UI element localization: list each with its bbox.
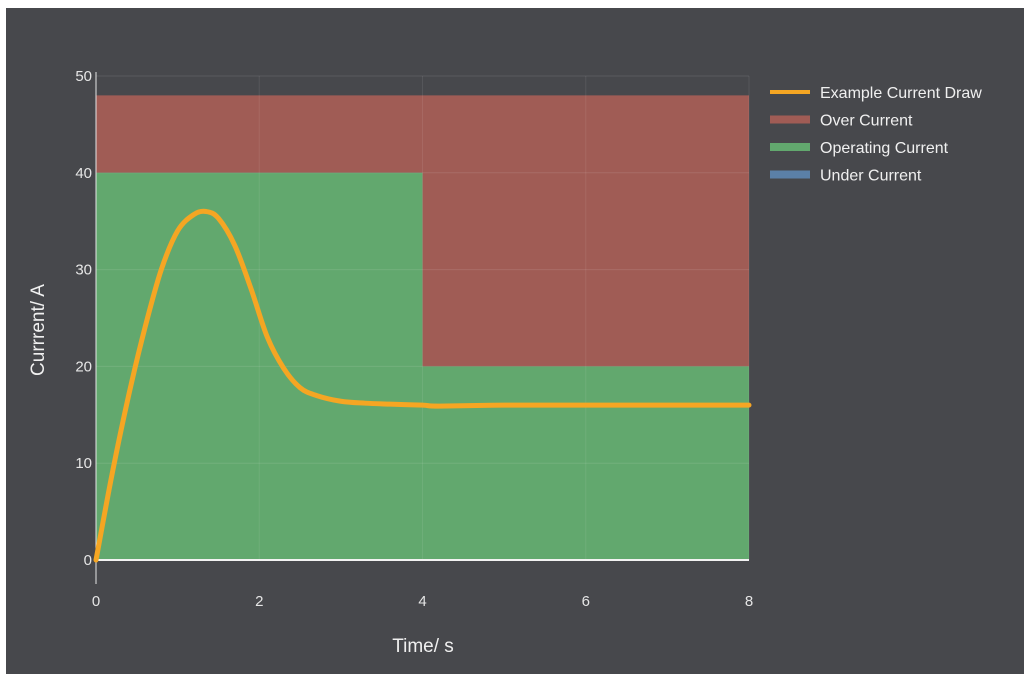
- x-tick-label: 2: [255, 593, 263, 610]
- x-tick-label: 6: [582, 593, 590, 610]
- y-tick-label: 20: [75, 358, 92, 375]
- legend-label-example-current-draw: Example Current Draw: [820, 85, 982, 102]
- lines-layer: [93, 208, 752, 563]
- legend-label-under-current: Under Current: [820, 168, 922, 185]
- tick-labels-layer: 0 2 4 6 8 0 10 20 30 40 50: [75, 68, 753, 610]
- x-tick-label: 4: [418, 593, 426, 610]
- y-tick-label: 30: [75, 262, 92, 279]
- y-tick-label: 10: [75, 455, 92, 472]
- y-tick-label: 40: [75, 165, 92, 182]
- x-axis-title: Time/ s: [392, 636, 454, 657]
- bands-layer: [96, 95, 749, 561]
- legend-swatch-operating-current: [770, 143, 810, 151]
- legend-swatch-over-current: [770, 115, 810, 124]
- example-current-draw-line: [93, 208, 752, 563]
- legend: Example Current Draw Over Current Operatin…: [770, 85, 982, 185]
- legend-label-operating-current: Operating Current: [820, 140, 949, 157]
- y-axis-title: Currrent/ A: [28, 284, 49, 376]
- x-tick-label: 8: [745, 593, 753, 610]
- legend-label-over-current: Over Current: [820, 113, 913, 130]
- legend-swatch-under-current: [770, 170, 810, 179]
- axes-layer: [95, 72, 749, 584]
- grid-layer: [96, 75, 750, 560]
- y-tick-label: 50: [75, 68, 92, 85]
- x-tick-label: 0: [92, 593, 100, 610]
- y-tick-label: 0: [84, 552, 92, 569]
- operating-current-band: [96, 172, 749, 561]
